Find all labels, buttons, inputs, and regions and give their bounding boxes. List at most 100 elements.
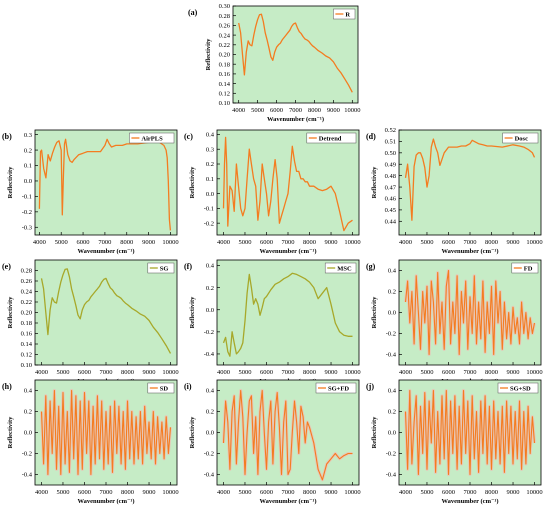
panel-e: 4000 5000 6000 7000 8000 9000 10000 0.10 0.12 0.1… <box>2 259 179 385</box>
series-line-f <box>222 272 353 357</box>
x-tick-label-d: 5000 <box>420 239 433 246</box>
x-tick-label-c: 8000 <box>303 239 316 246</box>
x-tick-label-a: 10000 <box>344 107 360 114</box>
x-tick-label-j: 8000 <box>485 489 498 496</box>
y-axis-label-h: Reflectivity <box>7 416 14 449</box>
x-tick-label-h: 9000 <box>143 489 156 496</box>
x-tick-label-c: 10000 <box>344 239 360 246</box>
panel-d: 4000 5000 6000 7000 8000 9000 10000 0.44 0.45 0.4… <box>366 127 543 255</box>
y-tick-label-i: 0.0 <box>206 430 214 437</box>
legend-box-f <box>324 262 357 274</box>
y-axis-label-i: Reflectivity <box>189 416 196 449</box>
y-tick-label-j: -0.4 <box>386 472 397 479</box>
y-tick-label-d: 0.47 <box>385 184 397 191</box>
y-tick-label-f: -0.2 <box>204 329 214 336</box>
y-tick-label-b: -0.1 <box>22 194 32 201</box>
panel-j: 4000 5000 6000 7000 8000 9000 10000 -0.4 -0.2 0.0… <box>366 379 543 505</box>
x-tick-label-c: 7000 <box>282 239 295 246</box>
x-tick-label-b: 7000 <box>98 239 111 246</box>
y-tick-label-c: 0.3 <box>206 146 214 153</box>
y-tick-label-b: -0.2 <box>22 209 32 216</box>
panel-label-j: (j) <box>366 382 374 391</box>
legend-label-c: Detrend <box>319 136 342 143</box>
x-tick-label-j: 4000 <box>399 489 412 496</box>
panel-label-g: (g) <box>366 262 376 271</box>
plot-area-f <box>217 260 359 365</box>
x-tick-label-f: 7000 <box>282 369 295 376</box>
y-tick-label-a: 0.12 <box>219 91 230 98</box>
plot-area-c <box>217 130 359 235</box>
y-axis-label-j: Reflectivity <box>371 416 378 449</box>
y-tick-label-e: 0.16 <box>21 331 33 338</box>
series-line-a <box>238 13 353 93</box>
x-tick-label-d: 6000 <box>442 239 455 246</box>
y-tick-label-h: 0.2 <box>24 409 32 416</box>
plot-area-a <box>233 6 358 103</box>
legend-box-b <box>129 132 175 144</box>
x-tick-label-a: 8000 <box>308 107 321 114</box>
panel-label-d: (d) <box>366 132 376 141</box>
y-tick-label-b: 0.1 <box>24 163 32 170</box>
y-tick-label-c: 0.2 <box>206 161 214 168</box>
x-tick-label-g: 10000 <box>526 369 542 376</box>
y-tick-label-h: -0.4 <box>22 472 33 479</box>
y-tick-label-d: 0.50 <box>385 150 396 157</box>
x-tick-label-h: 6000 <box>78 489 91 496</box>
y-tick-label-d: 0.49 <box>385 161 396 168</box>
x-tick-label-e: 7000 <box>100 369 113 376</box>
x-tick-label-h: 7000 <box>100 489 113 496</box>
y-tick-label-h: 0.0 <box>24 430 32 437</box>
y-tick-label-c: 0.4 <box>206 132 215 139</box>
x-tick-label-b: 5000 <box>55 239 68 246</box>
series-line-g <box>404 269 536 356</box>
x-tick-label-b: 8000 <box>120 239 133 246</box>
x-tick-label-i: 10000 <box>344 489 360 496</box>
y-tick-label-d: 0.46 <box>385 196 397 203</box>
x-tick-label-g: 9000 <box>507 369 520 376</box>
y-tick-label-d: 0.44 <box>385 219 397 226</box>
x-tick-label-a: 7000 <box>289 107 302 114</box>
y-tick-label-h: -0.2 <box>22 451 32 458</box>
x-tick-label-a: 4000 <box>232 107 245 114</box>
y-tick-label-a: 0.30 <box>219 3 230 10</box>
x-tick-label-h: 8000 <box>121 489 134 496</box>
y-tick-label-f: -0.4 <box>204 351 215 358</box>
x-tick-label-f: 10000 <box>344 369 360 376</box>
y-tick-label-d: 0.52 <box>385 127 396 134</box>
y-tick-label-f: 0.0 <box>206 307 214 314</box>
y-tick-label-f: 0.2 <box>206 285 214 292</box>
y-tick-label-e: 0.22 <box>21 299 32 306</box>
x-tick-label-b: 6000 <box>77 239 90 246</box>
x-tick-label-g: 5000 <box>420 369 433 376</box>
x-tick-label-c: 4000 <box>217 239 230 246</box>
legend-box-h <box>147 382 175 394</box>
y-tick-label-c: 0.0 <box>206 191 214 198</box>
y-tick-label-c: 0.1 <box>206 176 214 183</box>
plot-area-e <box>35 260 177 365</box>
panel-i: 4000 5000 6000 7000 8000 9000 10000 -0.4 -0.2 0.0… <box>184 379 361 505</box>
x-tick-label-h: 10000 <box>162 489 178 496</box>
panel-label-e: (e) <box>2 262 11 271</box>
x-tick-label-c: 5000 <box>238 239 251 246</box>
legend-box-e <box>147 262 175 274</box>
y-tick-label-h: 0.4 <box>24 388 33 395</box>
y-tick-label-a: 0.14 <box>219 81 231 88</box>
legend-label-b: AirPLS <box>141 136 163 143</box>
legend-box-d <box>502 132 539 144</box>
panel-a: 4000 5000 6000 7000 8000 9000 10000 0.10 0.12 0.1… <box>188 3 360 123</box>
y-tick-label-g: -0.2 <box>386 331 396 338</box>
panel-label-f: (f) <box>184 262 192 271</box>
legend-label-f: MSC <box>337 266 352 273</box>
y-tick-label-i: 0.4 <box>206 388 215 395</box>
x-tick-label-e: 8000 <box>121 369 134 376</box>
x-tick-label-b: 9000 <box>142 239 155 246</box>
y-tick-label-j: 0.2 <box>388 409 396 416</box>
y-tick-label-a: 0.10 <box>219 100 230 107</box>
y-axis-label-b: Reflectivity <box>7 166 14 199</box>
y-tick-label-e: 0.26 <box>21 278 33 285</box>
x-tick-label-g: 6000 <box>442 369 455 376</box>
panel-h: 4000 5000 6000 7000 8000 9000 10000 -0.4 -0.2 0.0… <box>2 379 179 505</box>
x-tick-label-c: 9000 <box>325 239 338 246</box>
y-tick-label-i: -0.2 <box>204 451 214 458</box>
x-tick-label-g: 8000 <box>485 369 498 376</box>
